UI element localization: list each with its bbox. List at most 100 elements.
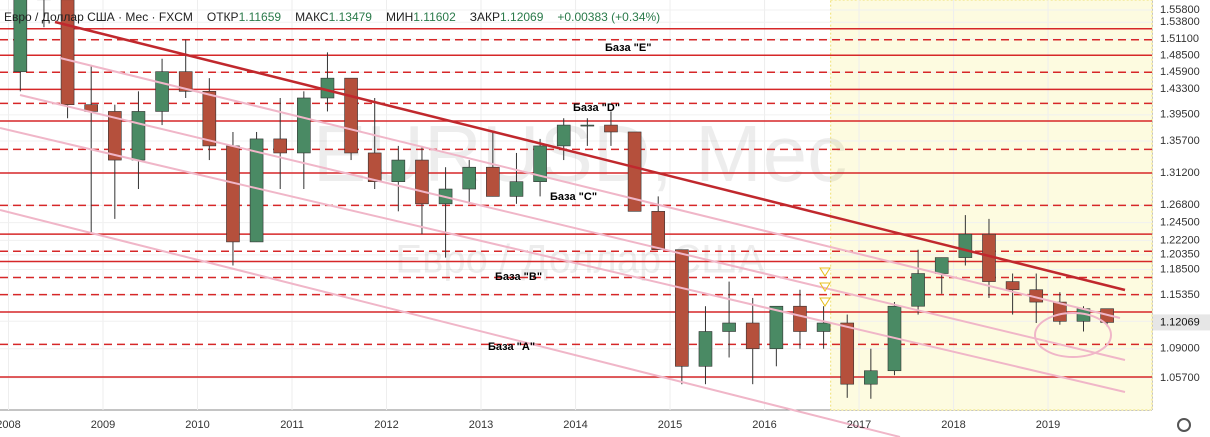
candle-body [1053,301,1067,322]
x-tick-label: 2018 [941,419,965,431]
x-tick-label: 2016 [752,419,776,431]
current-price-tag [1153,314,1210,331]
y-tick-label: 1.48500 [1160,49,1200,61]
y-tick-label: 1.15350 [1160,289,1200,301]
ohlc-value: 1.13479 [328,10,372,24]
candle-body [556,124,571,147]
ohlc-label: ЗАКР [469,10,501,24]
candle-body [108,111,122,161]
price-axis-bg [1152,0,1210,410]
y-tick-label: 1.09000 [1160,343,1200,355]
x-tick-label: 2010 [185,419,209,431]
arrow-markers [819,267,831,307]
candle-body [462,166,477,190]
y-tick-label: 1.31200 [1160,167,1200,179]
ohlc-value: 1.12069 [500,10,544,24]
candle-body [840,322,855,385]
x-tick-label: 2011 [280,419,304,431]
y-tick-label: 1.18500 [1160,263,1200,275]
candle-body [344,77,358,154]
candle-body [958,233,973,258]
candle-body [249,138,264,243]
candle-body [131,111,146,161]
current-price-label: 1.12069 [1160,316,1200,328]
candle-body [580,124,595,127]
y-tick-label: 1.05700 [1160,372,1200,384]
candle-body [1005,281,1020,291]
ohlc-item: МАКС1.13479 [295,10,372,24]
annotation: База "E" [605,42,651,54]
y-tick-label: 1.51100 [1160,33,1199,45]
candle-body [651,211,666,251]
candle-body [391,159,406,182]
candle-body [533,145,547,182]
channel-line [0,209,901,437]
annotation: База "A" [488,341,535,353]
x-tick-label: 2014 [563,419,587,431]
candle-body [486,166,500,197]
y-tick-label: 1.53800 [1160,16,1200,28]
candle-body [202,91,217,147]
candle-body [722,322,736,332]
candle-body [509,181,524,197]
x-tick-label: 2008 [0,419,21,431]
x-tick-label: 2012 [374,419,398,431]
ohlc-value: 1.11659 [238,10,282,24]
candle-body [675,249,689,367]
candle-body [698,331,713,367]
channel-line [19,94,1126,361]
ohlc-value: 1.11602 [413,10,456,24]
candle-body [604,124,618,133]
y-tick-label: 1.24500 [1160,217,1200,229]
candle-body [769,305,784,350]
candle-body [864,370,878,385]
candle-body [178,71,193,92]
symbol-title: Евро / Доллар США · Мес · FXCM [4,10,193,24]
y-tick-label: 1.39500 [1160,109,1200,121]
change: +0.00383 (+0.34%) [557,10,661,24]
ohlc-item: ЗАКР1.12069 [470,10,544,24]
ohlc-label: МИН [385,10,414,24]
y-tick-label: 1.20350 [1160,249,1200,261]
x-tick-label: 2019 [1036,419,1060,431]
y-tick-label: 1.55800 [1160,4,1200,16]
ohlc-item: МИН1.11602 [386,10,456,24]
annotation: База "B" [495,271,542,283]
y-tick-label: 1.26800 [1160,199,1200,211]
annotation: База "C" [550,191,597,203]
settings-icon[interactable] [1177,418,1191,432]
candle-body [793,305,807,332]
trend-lines [0,20,1126,437]
candle-body [816,322,831,332]
candle-body [13,0,28,72]
x-tick-label: 2013 [469,419,493,431]
candle-body [745,322,760,350]
candle-body [273,138,288,154]
candle-body [627,131,642,212]
ohlc-item: ОТКР1.11659 [207,10,281,24]
x-tick-label: 2009 [91,419,115,431]
highlight-ellipse [1034,312,1112,358]
header: Евро / Доллар США · Мес · FXCM ОТКР1.116… [4,10,660,24]
annotation: База "D" [573,102,620,114]
y-tick-label: 1.22200 [1160,234,1200,246]
candle-body [367,152,382,182]
x-tick-label: 2017 [847,419,871,431]
y-tick-label: 1.35700 [1160,135,1200,147]
candle-body [934,257,949,274]
candle-body [911,273,925,307]
y-tick-label: 1.45900 [1160,66,1200,78]
candle-body [226,145,240,243]
y-tick-label: 1.43300 [1160,83,1200,95]
trend-line [54,20,1126,292]
ohlc-label: ОТКР [206,10,239,24]
x-tick-label: 2015 [658,419,682,431]
candle-body [415,159,429,205]
channel-line [0,127,1126,393]
channel-line [59,57,1121,319]
candle-body [297,97,311,154]
candle-body [155,71,169,112]
plot-area: EURUSD, МесЕвро / Доллар США [0,0,1153,411]
